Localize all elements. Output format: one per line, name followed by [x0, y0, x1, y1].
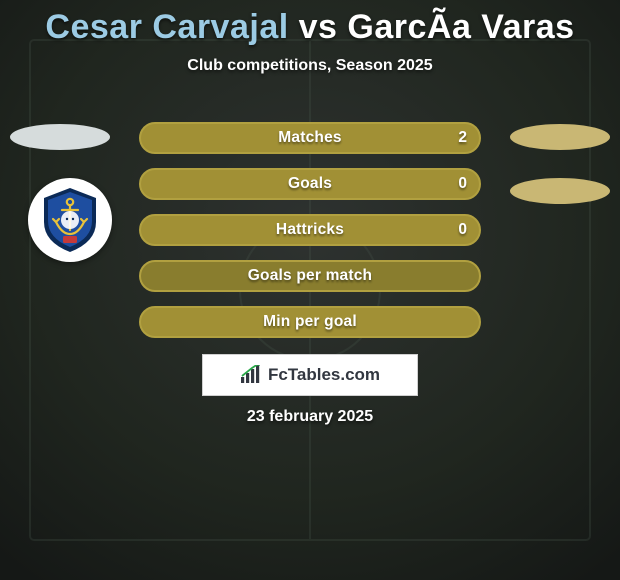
- club-crest: [28, 178, 112, 262]
- left-pill-1: [10, 124, 110, 150]
- stat-value-right: 0: [458, 175, 467, 193]
- bar-chart-icon: [240, 365, 262, 385]
- stat-label: Matches: [278, 129, 341, 147]
- fctables-logo[interactable]: FcTables.com: [202, 354, 418, 396]
- stat-value-right: 0: [458, 221, 467, 239]
- stat-label: Goals per match: [248, 267, 372, 285]
- title-player1: Cesar Carvajal: [45, 8, 288, 46]
- stat-label: Min per goal: [263, 313, 357, 331]
- date-text: 23 february 2025: [247, 408, 373, 426]
- club-crest-icon: [34, 184, 106, 256]
- stat-row-goals: Goals 0: [139, 168, 481, 200]
- stat-row-matches: Matches 2: [139, 122, 481, 154]
- stat-row-min-per-goal: Min per goal: [139, 306, 481, 338]
- stat-value-right: 2: [458, 129, 467, 147]
- right-pill-2: [510, 178, 610, 204]
- right-pill-1: [510, 124, 610, 150]
- title-rest: vs GarcÃ­a Varas: [289, 8, 575, 46]
- page-title: Cesar Carvajal vs GarcÃ­a Varas: [45, 8, 574, 47]
- stat-label: Hattricks: [276, 221, 344, 239]
- stat-row-goals-per-match: Goals per match: [139, 260, 481, 292]
- subtitle: Club competitions, Season 2025: [187, 57, 432, 75]
- stat-row-hattricks: Hattricks 0: [139, 214, 481, 246]
- stat-label: Goals: [288, 175, 332, 193]
- fctables-logo-text: FcTables.com: [268, 365, 380, 385]
- stat-rows: Matches 2 Goals 0 Hattricks 0 Goals per …: [139, 122, 481, 338]
